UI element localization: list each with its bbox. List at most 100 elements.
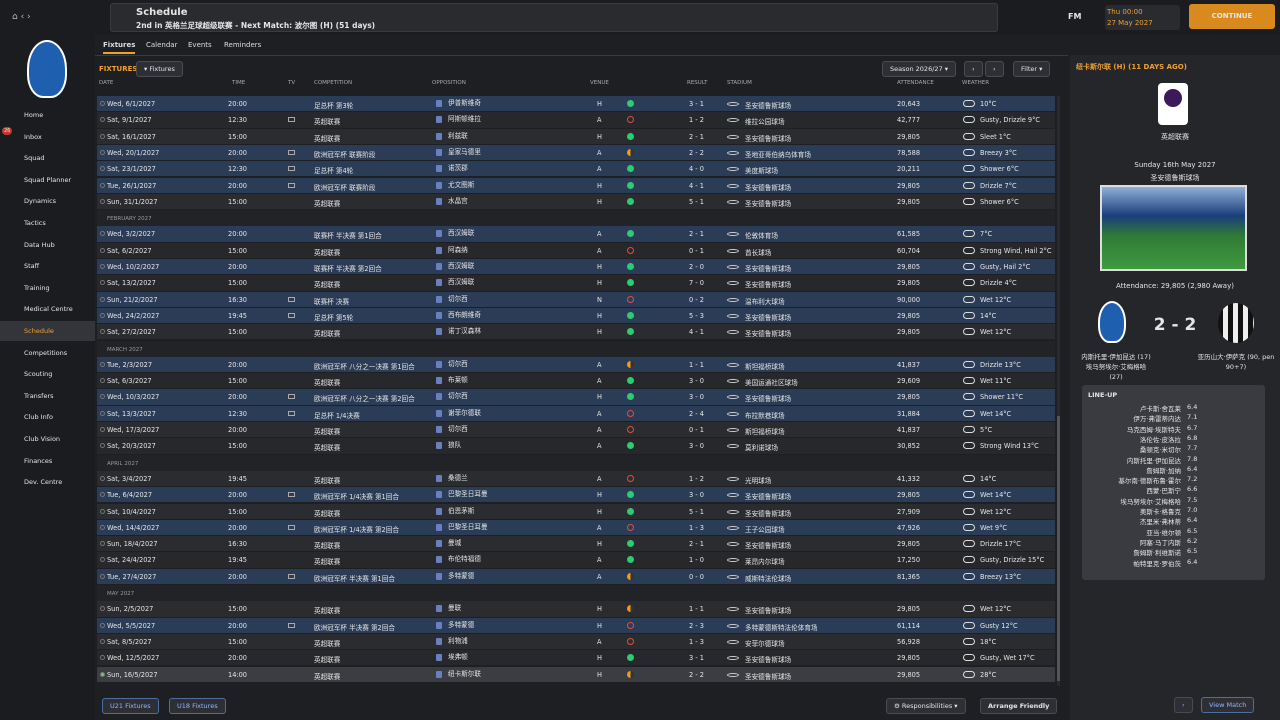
opposition: 谢菲尔德联 xyxy=(448,408,481,417)
fixture-row[interactable]: Wed, 10/2/2027 20:00 联赛杯 半决赛 第2回合 西汉姆联 H 2 - … xyxy=(97,259,1055,276)
scrollbar xyxy=(1057,96,1060,686)
player-name[interactable]: 杰里米·弗林蒂 xyxy=(1139,518,1181,527)
column-header[interactable]: ATTENDANCE xyxy=(897,80,934,86)
fixture-row[interactable]: Sat, 27/2/2027 15:00 英超联赛 诺丁汉森林 H 4 - 1 圣安德鲁斯球… xyxy=(97,324,1055,341)
fixture-row[interactable]: Wed, 3/2/2027 20:00 联赛杯 半决赛 第1回合 西汉姆联 A 2 - 1… xyxy=(97,226,1055,243)
nav-item[interactable]: Dev. Centre xyxy=(0,472,95,492)
nav-item[interactable]: Squad xyxy=(0,148,95,168)
column-header[interactable]: VENUE xyxy=(590,80,609,86)
tab[interactable]: Reminders xyxy=(224,41,262,49)
nav-item[interactable]: Scouting xyxy=(0,364,95,384)
fixture-row[interactable]: Wed, 6/1/2027 20:00 足总杯 第3轮 伊普斯维奇 H 3 - 1 圣安德鲁… xyxy=(97,96,1055,113)
column-header[interactable]: TV xyxy=(288,80,296,86)
filter-button[interactable]: Filter ▾ xyxy=(1013,61,1051,77)
column-header[interactable]: COMPETITION xyxy=(314,80,353,86)
fixture-row[interactable]: Wed, 14/4/2027 20:00 欧洲冠军杯 1/4决赛 第2回合 巴黎圣日耳… xyxy=(97,519,1055,537)
logo[interactable]: FM xyxy=(1068,12,1082,21)
column-header[interactable]: DATE xyxy=(99,80,114,86)
fixture-row[interactable]: Tue, 27/4/2027 20:00 欧洲冠军杯 半决赛 第1回合 多特蒙德 A 0 … xyxy=(97,568,1055,585)
nav-item[interactable]: Club Info xyxy=(0,407,95,427)
column-header[interactable]: RESULT xyxy=(687,80,708,86)
tab[interactable]: Calendar xyxy=(146,41,178,49)
continue-button[interactable]: CONTINUE xyxy=(1189,4,1275,29)
player-name[interactable]: 詹姆斯·利维斯诺 xyxy=(1133,549,1181,558)
player-name[interactable]: 亚当·维尔顿 xyxy=(1146,528,1181,537)
fixture-row[interactable]: Sat, 10/4/2027 15:00 英超联赛 伯恩茅斯 H 5 - 1 圣安德鲁斯球场… xyxy=(97,503,1055,520)
fixture-row[interactable]: Sat, 16/1/2027 15:00 英超联赛 利兹联 H 2 - 1 圣安德鲁斯球场 2… xyxy=(97,128,1055,145)
player-name[interactable]: 西蒙·巴斯宁 xyxy=(1146,487,1181,496)
fixture-row[interactable]: Sat, 20/3/2027 15:00 英超联赛 狼队 A 3 - 0 莫利诺球场 30,8… xyxy=(97,438,1055,455)
nav-item[interactable]: Data Hub xyxy=(0,235,95,255)
column-header[interactable]: STADIUM xyxy=(727,80,752,86)
responsibilities-button[interactable]: ⚙ Responsibilities ▾ xyxy=(886,698,966,714)
fixture-row[interactable]: Sat, 23/1/2027 12:30 足总杯 第4轮 诺茨郡 A 4 - 0 美度斯球场… xyxy=(97,161,1055,178)
column-header[interactable]: OPPOSITION xyxy=(432,80,466,86)
fixture-row[interactable]: Sun, 31/1/2027 15:00 英超联赛 水晶宫 H 5 - 1 圣安德鲁斯球场 2… xyxy=(97,193,1055,211)
fixture-row[interactable]: Sat, 13/3/2027 12:30 足总杯 1/4决赛 谢菲尔德联 A 2 - 4 布… xyxy=(97,405,1055,422)
player-name[interactable]: 马克西姆·埃斯特夫 xyxy=(1126,425,1181,434)
arrange-friendly-button[interactable]: Arrange Friendly xyxy=(980,698,1058,714)
fixture-row[interactable]: Sat, 3/4/2027 19:45 英超联赛 桑德兰 A 1 - 2 光明球场 41,33… xyxy=(97,470,1055,488)
nav-item[interactable]: Medical Centre xyxy=(0,299,95,319)
season-dropdown[interactable]: Season 2026/27 ▾ xyxy=(882,61,957,77)
view-dropdown[interactable]: ▾ Fixtures xyxy=(136,61,183,77)
player-name[interactable]: 伊万·弗雷蒂内达 xyxy=(1133,415,1181,424)
next-button[interactable]: › xyxy=(985,61,1004,77)
row-marker xyxy=(100,573,105,579)
nav-back[interactable]: ⌂ ‹ › xyxy=(12,12,31,22)
nav-item[interactable]: Dynamics xyxy=(0,191,95,211)
fixture-row[interactable]: Sat, 13/2/2027 15:00 英超联赛 西汉姆联 H 7 - 0 圣安德鲁斯球场… xyxy=(97,275,1055,292)
fixture-row[interactable]: Sat, 8/5/2027 15:00 英超联赛 利物浦 A 1 - 3 安菲尔德球场 56,… xyxy=(97,633,1055,651)
tab[interactable]: Fixtures xyxy=(103,41,136,54)
nav-item[interactable]: Transfers xyxy=(0,386,95,406)
player-name[interactable]: 桑顿克·米切尔 xyxy=(1139,446,1181,455)
player-name[interactable]: 阿塞·马丁内斯 xyxy=(1139,538,1181,547)
u18-button[interactable]: U18 Fixtures xyxy=(169,698,226,714)
nav-item[interactable]: Schedule xyxy=(0,321,95,341)
column-header[interactable]: WEATHER xyxy=(962,80,990,86)
fixture-row[interactable]: Wed, 12/5/2027 20:00 英超联赛 埃弗顿 H 3 - 1 圣安德鲁斯球场 2… xyxy=(97,650,1055,667)
player-name[interactable]: 詹姆斯·加纳 xyxy=(1146,466,1181,475)
fixture-row[interactable]: Sun, 2/5/2027 15:00 英超联赛 曼联 H 1 - 1 圣安德鲁斯球场 29,… xyxy=(97,601,1055,618)
nav-item[interactable]: Home xyxy=(0,105,95,125)
score: 2 - 3 xyxy=(689,621,704,630)
nav-item[interactable]: Staff xyxy=(0,256,95,276)
player-name[interactable]: 埃马努埃尔·艾梅格哈 xyxy=(1120,497,1181,506)
player-name[interactable]: 帕特里克·罗伯茨 xyxy=(1133,559,1181,568)
u21-button[interactable]: U21 Fixtures xyxy=(102,698,159,714)
nav-item[interactable]: Competitions xyxy=(0,343,95,363)
fixture-row[interactable]: Sun, 18/4/2027 16:30 英超联赛 曼城 H 2 - 1 圣安德鲁斯球场 29… xyxy=(97,536,1055,553)
fixture-row[interactable]: Sun, 21/2/2027 16:30 联赛杯 决赛 切尔西 N 0 - 2 温布利大球场… xyxy=(97,291,1055,308)
fixture-row[interactable]: Wed, 10/3/2027 20:00 欧洲冠军杯 八分之一决赛 第2回合 切尔西 H… xyxy=(97,389,1055,406)
fixture-row[interactable]: Wed, 17/3/2027 20:00 英超联赛 切尔西 A 0 - 1 斯坦福桥球场 41… xyxy=(97,422,1055,439)
prev-button[interactable]: ‹ xyxy=(964,61,983,77)
nav-item[interactable]: Squad Planner xyxy=(0,170,95,190)
fixture-row[interactable]: Wed, 5/5/2027 20:00 欧洲冠军杯 半决赛 第2回合 多特蒙德 H 2 -… xyxy=(97,617,1055,634)
nav-item[interactable]: Club Vision xyxy=(0,429,95,449)
fixture-row[interactable]: Sat, 24/4/2027 19:45 英超联赛 布伦特福德 A 1 - 0 莱昂内尔球场… xyxy=(97,552,1055,569)
player-name[interactable]: 内斯托里·伊加昆达 xyxy=(1126,456,1181,465)
scroll-thumb[interactable] xyxy=(1057,416,1060,681)
player-name[interactable]: 洛伦佐·皮洛拉 xyxy=(1139,435,1181,444)
fixture-row[interactable]: Tue, 6/4/2027 20:00 欧洲冠军杯 1/4决赛 第1回合 巴黎圣日耳曼… xyxy=(97,487,1055,504)
nav-item[interactable]: Training xyxy=(0,278,95,298)
tab[interactable]: Events xyxy=(188,41,212,49)
nav-item[interactable]: Inbox 26 xyxy=(0,126,95,147)
fixture-row[interactable]: Sun, 16/5/2027 14:00 英超联赛 纽卡斯尔联 H 2 - 2 圣安德鲁斯球… xyxy=(97,666,1055,683)
fixture-row[interactable]: Sat, 6/3/2027 15:00 英超联赛 布莱顿 A 3 - 0 美国运通社区球场 2… xyxy=(97,373,1055,390)
fixture-row[interactable]: Sat, 9/1/2027 12:30 英超联赛 阿斯顿维拉 A 1 - 2 维拉公园球场 4… xyxy=(97,112,1055,129)
player-name[interactable]: 奥斯卡·格鲁克 xyxy=(1139,508,1181,516)
view-match-button[interactable]: View Match xyxy=(1201,697,1255,713)
fixture-row[interactable]: Tue, 26/1/2027 20:00 欧洲冠军杯 联赛阶段 尤文图斯 H 4 - 1 圣… xyxy=(97,177,1055,194)
player-name[interactable]: 卢卡斯·舍瓦莱 xyxy=(1139,405,1181,413)
fixture-row[interactable]: Sat, 6/2/2027 15:00 英超联赛 阿森纳 A 0 - 1 酋长球场 60,70… xyxy=(97,242,1055,259)
player-name[interactable]: 基尔南·德斯布鲁·霍尔 xyxy=(1118,477,1181,486)
fixture-row[interactable]: Wed, 24/2/2027 19:45 足总杯 第5轮 西布朗维奇 H 5 - 3 圣安德… xyxy=(97,307,1055,325)
nav-item[interactable]: Finances xyxy=(0,451,95,471)
time: 15:00 xyxy=(228,246,248,255)
fixture-row[interactable]: Tue, 2/3/2027 20:00 欧洲冠军杯 八分之一决赛 第1回合 切尔西 A 1… xyxy=(97,356,1055,374)
next-match-button[interactable]: › xyxy=(1174,697,1193,713)
fixture-row[interactable]: Wed, 20/1/2027 20:00 欧洲冠军杯 联赛阶段 皇家马德里 A 2 - 2… xyxy=(97,144,1055,162)
column-header[interactable]: TIME xyxy=(232,80,246,86)
nav-item[interactable]: Tactics xyxy=(0,213,95,233)
